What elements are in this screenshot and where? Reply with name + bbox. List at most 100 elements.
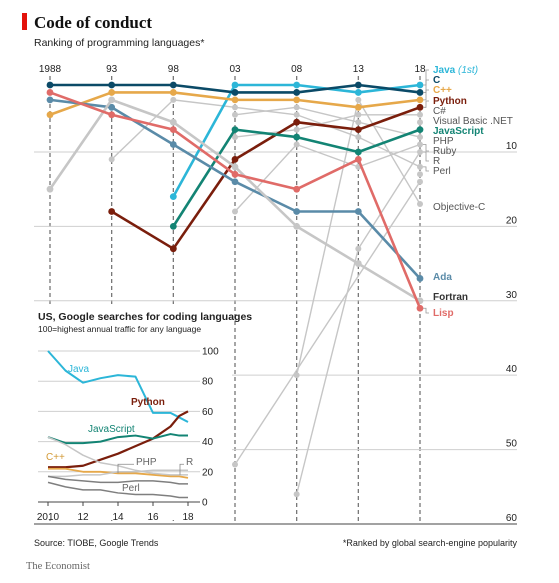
inset-series-label-php: PHP <box>136 457 157 468</box>
data-point-perl <box>293 111 300 118</box>
data-point-ada <box>46 96 54 104</box>
data-point-perl <box>355 134 362 141</box>
data-point-c <box>231 96 239 104</box>
data-point-python <box>416 103 424 111</box>
data-point-lisp <box>169 126 177 134</box>
search-trends-inset: US, Google searches for coding languages… <box>34 305 252 523</box>
data-point-c <box>293 89 301 96</box>
data-point-java <box>354 89 362 96</box>
inset-series-label-perl: Perl <box>122 483 140 494</box>
data-point-fortran <box>108 96 116 104</box>
ranking-footnote: *Ranked by global search-engine populari… <box>343 538 518 548</box>
y-tick-label: 60 <box>506 513 518 524</box>
inset-line-perl <box>47 481 188 499</box>
inset-line-c <box>48 467 189 479</box>
data-point-c <box>46 81 54 89</box>
data-point-perl <box>170 96 177 103</box>
data-point-fortran <box>354 260 362 267</box>
series-line-unlabelled <box>234 181 421 465</box>
data-point-lisp <box>354 156 362 163</box>
data-point-r <box>355 245 362 252</box>
y-tick-label: 50 <box>506 439 518 450</box>
label-leader <box>423 166 429 172</box>
brand-logo: The Economist <box>26 561 90 572</box>
inset-series-label-c: C++ <box>46 452 65 463</box>
x-tick-label: 13 <box>353 64 365 75</box>
series-line-python <box>110 106 421 250</box>
data-point-javascript <box>169 222 177 230</box>
y-tick-label: 30 <box>506 290 518 301</box>
data-point-c <box>232 134 238 141</box>
inset-line-unlabelled <box>47 475 188 485</box>
data-point-perl <box>417 163 423 170</box>
data-point-javascript <box>231 126 239 134</box>
data-point-java <box>293 81 301 89</box>
inset-y-tick-label: 100 <box>202 347 219 358</box>
data-point-unlabelled <box>232 461 238 468</box>
data-point-java <box>169 193 177 201</box>
data-point-java <box>231 81 239 89</box>
data-point-unlabelled <box>417 178 423 185</box>
chart-title: Code of conduct <box>34 13 152 32</box>
series-label-java: Java (1st) <box>433 65 478 76</box>
series-label-c: C# <box>433 106 446 117</box>
inset-x-tick-label: 2010 <box>37 512 60 523</box>
label-leader <box>423 79 429 93</box>
label-leader <box>423 69 429 86</box>
series-line-perl <box>111 99 421 168</box>
data-point-ruby <box>232 208 238 215</box>
data-point-fortran <box>293 222 301 230</box>
data-point-python <box>108 208 116 215</box>
series-label-ruby: Ruby <box>433 146 456 157</box>
data-point-c <box>108 81 116 89</box>
data-point-c <box>354 81 362 89</box>
chart-subtitle: Ranking of programming languages* <box>34 37 204 49</box>
label-leader <box>423 151 429 162</box>
inset-series-label-java: Java <box>68 364 90 375</box>
data-point-lisp <box>108 111 116 119</box>
label-leader <box>423 100 429 108</box>
series-label-r: R <box>433 156 440 167</box>
series-label-suffix: (1st) <box>455 65 478 76</box>
inset-line-r <box>47 436 188 476</box>
series-label-c: C <box>433 75 440 86</box>
data-point-javascript <box>416 126 424 134</box>
inset-y-tick-label: 60 <box>202 407 214 418</box>
inset-title: US, Google searches for coding languages <box>38 311 252 323</box>
data-point-java <box>416 81 424 89</box>
inset-y-tick-label: 80 <box>202 377 214 388</box>
data-point-php <box>232 111 238 118</box>
series-label-ada: Ada <box>433 272 452 283</box>
data-point-fortran <box>169 118 177 126</box>
inset-background <box>34 305 232 520</box>
data-point-fortran <box>46 185 54 193</box>
y-tick-label: 40 <box>506 364 518 375</box>
inset-series-label-javascript: JavaScript <box>88 424 135 435</box>
x-tick-label: 18 <box>414 64 426 75</box>
data-point-objective-c <box>417 201 423 208</box>
data-point-ada <box>231 178 239 186</box>
inset-y-tick-label: 20 <box>202 467 214 478</box>
data-point-php <box>293 104 300 111</box>
label-leader <box>423 144 429 152</box>
label-leader <box>423 89 429 101</box>
inset-y-tick-label: 0 <box>202 498 208 509</box>
series-label-fortran: Fortran <box>433 292 468 303</box>
data-point-c <box>169 81 177 89</box>
data-point-c <box>169 89 177 96</box>
x-tick-label: 1988 <box>39 64 62 75</box>
series-label-perl: Perl <box>433 166 451 177</box>
data-point-ada <box>416 275 424 282</box>
inset-x-tick-label: 16 <box>147 512 159 523</box>
inset-series-label-r: R <box>186 457 193 468</box>
data-point-c <box>231 89 239 96</box>
inset-line-php <box>48 469 188 478</box>
accent-bar <box>22 13 27 30</box>
y-tick-label: 20 <box>506 215 518 226</box>
data-point-ruby <box>417 141 423 148</box>
series-label-lisp: Lisp <box>433 308 454 319</box>
inset-line-java <box>47 350 189 423</box>
data-point-c <box>355 111 362 118</box>
